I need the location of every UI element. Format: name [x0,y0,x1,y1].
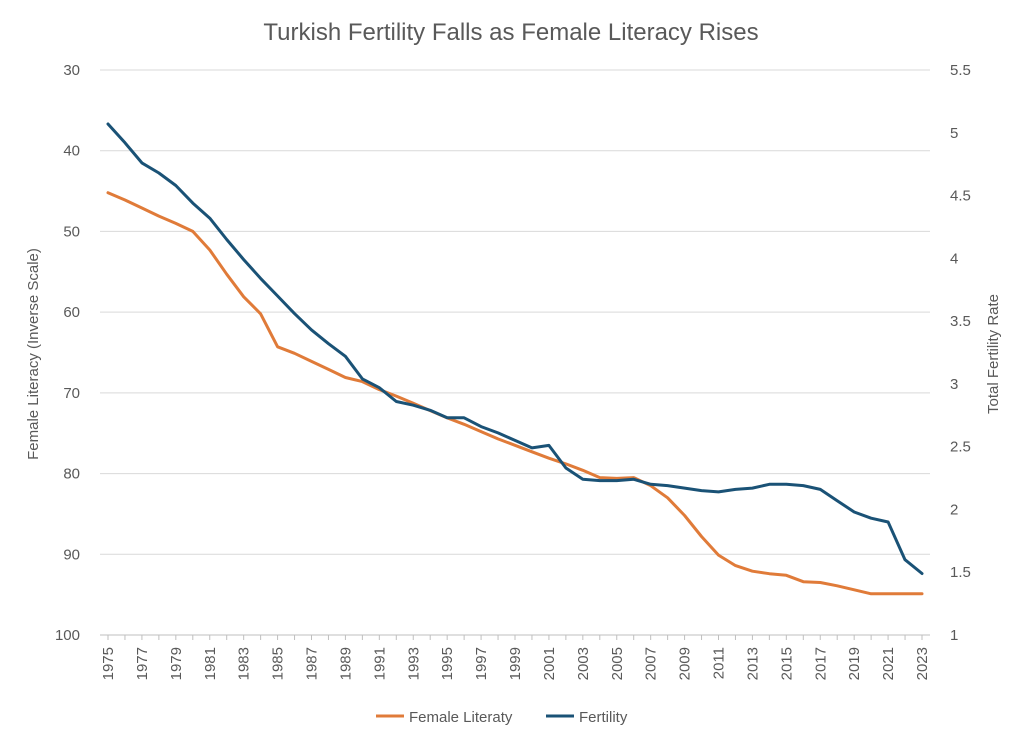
series-lines [106,122,924,596]
x-tick-label-2013: 2013 [744,647,761,680]
x-tick-label-2007: 2007 [643,647,660,680]
legend-label-female-literaty: Female Literaty [409,709,513,726]
left-axis-ticks: 30 40 50 60 70 80 90 100 [55,62,80,644]
right-axis-title: Total Fertility Rate [985,294,1002,414]
left-tick-label-70: 70 [63,385,80,402]
left-tick-label-60: 60 [63,304,80,321]
x-tick-label-1983: 1983 [236,647,253,680]
x-tick-label-2023: 2023 [914,647,931,680]
series-line-female-literaty [106,191,924,596]
right-tick-label-2.5: 2.5 [950,439,971,456]
x-tick-label-1999: 1999 [507,647,524,680]
x-tick-label-1991: 1991 [371,647,388,680]
right-axis-ticks: 1 1.5 2 2.5 3 3.5 4 4.5 5 5.5 [950,62,971,644]
x-tick-label-1989: 1989 [337,647,354,680]
left-tick-label-80: 80 [63,466,80,483]
left-tick-label-40: 40 [63,143,80,160]
legend-label-fertility: Fertility [579,709,628,726]
x-tick-label-1975: 1975 [100,647,117,680]
grid-lines [100,69,930,636]
x-tick-label-1995: 1995 [439,647,456,680]
x-axis-ticks: 1975 1977 1979 1981 1983 1985 1987 1989 1991 1993… [100,635,931,680]
x-tick-label-1993: 1993 [405,647,422,680]
x-tick-label-2009: 2009 [677,647,694,680]
left-tick-label-30: 30 [63,62,80,79]
x-tick-label-2019: 2019 [846,647,863,680]
x-tick-label-2003: 2003 [575,647,592,680]
x-tick-label-2001: 2001 [541,647,558,680]
left-tick-label-100: 100 [55,627,80,644]
right-tick-label-4.5: 4.5 [950,188,971,205]
right-tick-label-2: 2 [950,501,958,518]
left-tick-label-50: 50 [63,223,80,240]
left-axis-title: Female Literacy (Inverse Scale) [25,248,42,460]
x-tick-label-2021: 2021 [880,647,897,680]
right-tick-label-3: 3 [950,376,958,393]
right-tick-label-4: 4 [950,250,958,267]
legend: Female Literaty Fertility [376,709,628,726]
right-tick-label-5: 5 [950,125,958,142]
right-tick-label-1: 1 [950,627,958,644]
x-tick-label-1985: 1985 [270,647,287,680]
x-tick-label-2005: 2005 [609,647,626,680]
x-tick-label-2017: 2017 [812,647,829,680]
series-line-fertility [106,122,924,575]
x-tick-label-1981: 1981 [202,647,219,680]
right-tick-label-3.5: 3.5 [950,313,971,330]
right-tick-label-1.5: 1.5 [950,564,971,581]
x-tick-label-1977: 1977 [134,647,151,680]
chart-title: Turkish Fertility Falls as Female Litera… [263,19,758,46]
left-tick-label-90: 90 [63,546,80,563]
x-tick-label-1979: 1979 [168,647,185,680]
right-tick-label-5.5: 5.5 [950,62,971,79]
x-tick-label-2011: 2011 [711,647,728,679]
x-tick-label-1987: 1987 [304,647,321,680]
x-tick-label-1997: 1997 [473,647,490,680]
x-tick-label-2015: 2015 [778,647,795,680]
